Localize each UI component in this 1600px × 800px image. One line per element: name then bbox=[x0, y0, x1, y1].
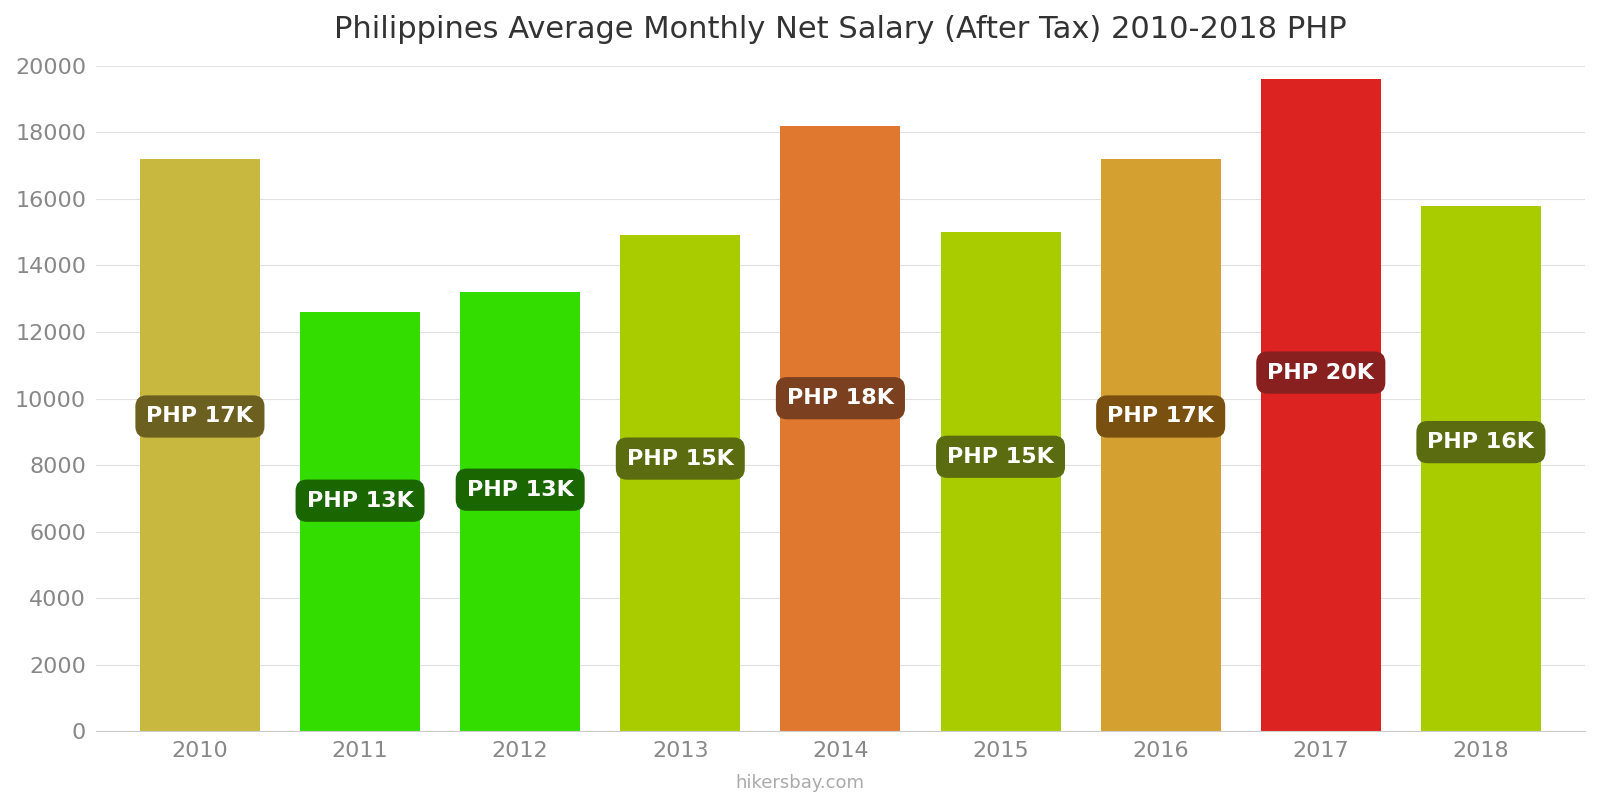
Bar bbox=[1421, 206, 1541, 731]
Bar bbox=[1261, 79, 1381, 731]
Text: PHP 17K: PHP 17K bbox=[1107, 406, 1214, 426]
Text: PHP 16K: PHP 16K bbox=[1427, 432, 1534, 452]
Bar bbox=[461, 292, 581, 731]
Text: hikersbay.com: hikersbay.com bbox=[736, 774, 864, 792]
Text: PHP 18K: PHP 18K bbox=[787, 388, 894, 408]
Bar bbox=[621, 235, 741, 731]
Bar bbox=[301, 312, 421, 731]
Text: PHP 15K: PHP 15K bbox=[627, 449, 734, 469]
Bar bbox=[139, 159, 259, 731]
Bar bbox=[941, 232, 1061, 731]
Text: PHP 20K: PHP 20K bbox=[1267, 362, 1374, 382]
Text: PHP 13K: PHP 13K bbox=[307, 490, 413, 510]
Bar bbox=[1101, 159, 1221, 731]
Text: PHP 13K: PHP 13K bbox=[467, 480, 573, 500]
Text: PHP 15K: PHP 15K bbox=[947, 446, 1054, 466]
Text: PHP 17K: PHP 17K bbox=[147, 406, 253, 426]
Title: Philippines Average Monthly Net Salary (After Tax) 2010-2018 PHP: Philippines Average Monthly Net Salary (… bbox=[334, 15, 1347, 44]
Bar bbox=[781, 126, 901, 731]
